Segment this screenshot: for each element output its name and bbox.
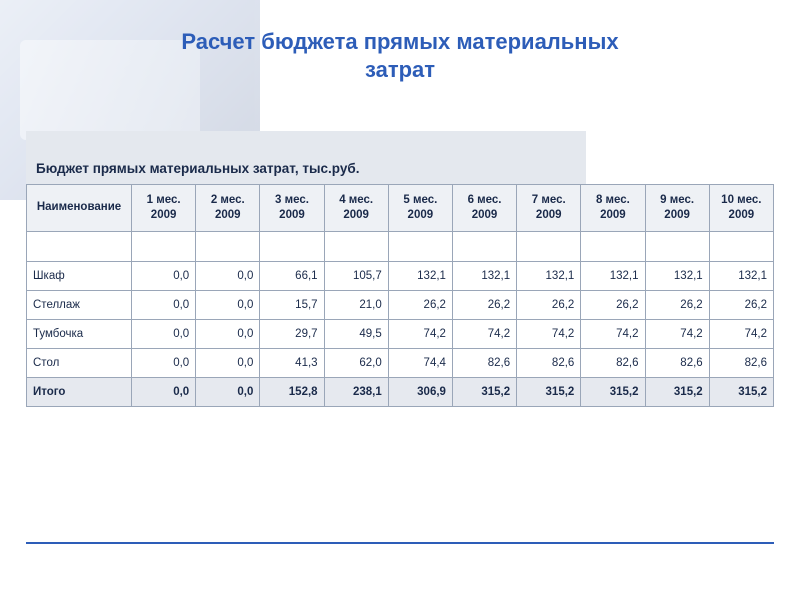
table-row: Тумбочка 0,0 0,0 29,7 49,5 74,2 74,2 74,… xyxy=(27,319,774,348)
cell: 74,4 xyxy=(388,348,452,377)
cell: 26,2 xyxy=(452,290,516,319)
cell: 0,0 xyxy=(132,319,196,348)
total-cell: 152,8 xyxy=(260,377,324,406)
spacer-row xyxy=(27,231,774,261)
col-header-month: 3 мес. 2009 xyxy=(260,185,324,232)
title-line-2: затрат xyxy=(365,57,435,82)
page-title: Расчет бюджета прямых материальных затра… xyxy=(26,28,774,83)
table-subtitle: Бюджет прямых материальных затрат, тыс.р… xyxy=(36,161,576,176)
cell: 66,1 xyxy=(260,261,324,290)
cell: 0,0 xyxy=(132,290,196,319)
cell: 0,0 xyxy=(132,348,196,377)
col-header-month: 2 мес. 2009 xyxy=(196,185,260,232)
cell: 74,2 xyxy=(645,319,709,348)
cell: 82,6 xyxy=(452,348,516,377)
total-cell: 315,2 xyxy=(581,377,645,406)
cell: 74,2 xyxy=(581,319,645,348)
total-cell: 238,1 xyxy=(324,377,388,406)
row-label: Тумбочка xyxy=(27,319,132,348)
total-cell: 315,2 xyxy=(452,377,516,406)
table-header: Наименование 1 мес. 2009 2 мес. 2009 3 м… xyxy=(27,185,774,232)
cell: 21,0 xyxy=(324,290,388,319)
total-cell: 0,0 xyxy=(132,377,196,406)
total-cell: 315,2 xyxy=(645,377,709,406)
cell: 0,0 xyxy=(196,348,260,377)
cell: 82,6 xyxy=(709,348,773,377)
total-cell: 315,2 xyxy=(709,377,773,406)
slide-content: Расчет бюджета прямых материальных затра… xyxy=(0,0,800,407)
cell: 74,2 xyxy=(452,319,516,348)
table-body: Шкаф 0,0 0,0 66,1 105,7 132,1 132,1 132,… xyxy=(27,231,774,406)
col-header-month: 10 мес. 2009 xyxy=(709,185,773,232)
cell: 0,0 xyxy=(196,290,260,319)
subtitle-bar: Бюджет прямых материальных затрат, тыс.р… xyxy=(26,131,586,184)
cell: 41,3 xyxy=(260,348,324,377)
cell: 15,7 xyxy=(260,290,324,319)
col-header-month: 1 мес. 2009 xyxy=(132,185,196,232)
footer-rule xyxy=(26,542,774,544)
cell: 0,0 xyxy=(196,319,260,348)
col-header-month: 9 мес. 2009 xyxy=(645,185,709,232)
cell: 29,7 xyxy=(260,319,324,348)
cell: 105,7 xyxy=(324,261,388,290)
cell: 26,2 xyxy=(709,290,773,319)
cell: 82,6 xyxy=(645,348,709,377)
cell: 132,1 xyxy=(709,261,773,290)
title-line-1: Расчет бюджета прямых материальных xyxy=(181,29,618,54)
col-header-month: 5 мес. 2009 xyxy=(388,185,452,232)
cell: 132,1 xyxy=(581,261,645,290)
cell: 132,1 xyxy=(388,261,452,290)
cell: 132,1 xyxy=(645,261,709,290)
cell: 82,6 xyxy=(517,348,581,377)
col-header-month: 6 мес. 2009 xyxy=(452,185,516,232)
col-header-month: 8 мес. 2009 xyxy=(581,185,645,232)
col-header-month: 7 мес. 2009 xyxy=(517,185,581,232)
row-label: Стеллаж xyxy=(27,290,132,319)
cell: 26,2 xyxy=(645,290,709,319)
table-row: Шкаф 0,0 0,0 66,1 105,7 132,1 132,1 132,… xyxy=(27,261,774,290)
total-cell: 306,9 xyxy=(388,377,452,406)
cell: 132,1 xyxy=(517,261,581,290)
col-header-month: 4 мес. 2009 xyxy=(324,185,388,232)
cell: 74,2 xyxy=(517,319,581,348)
total-label: Итого xyxy=(27,377,132,406)
cell: 26,2 xyxy=(388,290,452,319)
cell: 49,5 xyxy=(324,319,388,348)
cell: 0,0 xyxy=(196,261,260,290)
cell: 132,1 xyxy=(452,261,516,290)
total-row: Итого 0,0 0,0 152,8 238,1 306,9 315,2 31… xyxy=(27,377,774,406)
col-header-name: Наименование xyxy=(27,185,132,232)
row-label: Стол xyxy=(27,348,132,377)
cell: 74,2 xyxy=(388,319,452,348)
cell: 74,2 xyxy=(709,319,773,348)
cell: 26,2 xyxy=(581,290,645,319)
cell: 82,6 xyxy=(581,348,645,377)
total-cell: 315,2 xyxy=(517,377,581,406)
total-cell: 0,0 xyxy=(196,377,260,406)
row-label: Шкаф xyxy=(27,261,132,290)
cell: 0,0 xyxy=(132,261,196,290)
budget-table: Наименование 1 мес. 2009 2 мес. 2009 3 м… xyxy=(26,184,774,407)
cell: 26,2 xyxy=(517,290,581,319)
table-row: Стол 0,0 0,0 41,3 62,0 74,4 82,6 82,6 82… xyxy=(27,348,774,377)
table-row: Стеллаж 0,0 0,0 15,7 21,0 26,2 26,2 26,2… xyxy=(27,290,774,319)
cell: 62,0 xyxy=(324,348,388,377)
